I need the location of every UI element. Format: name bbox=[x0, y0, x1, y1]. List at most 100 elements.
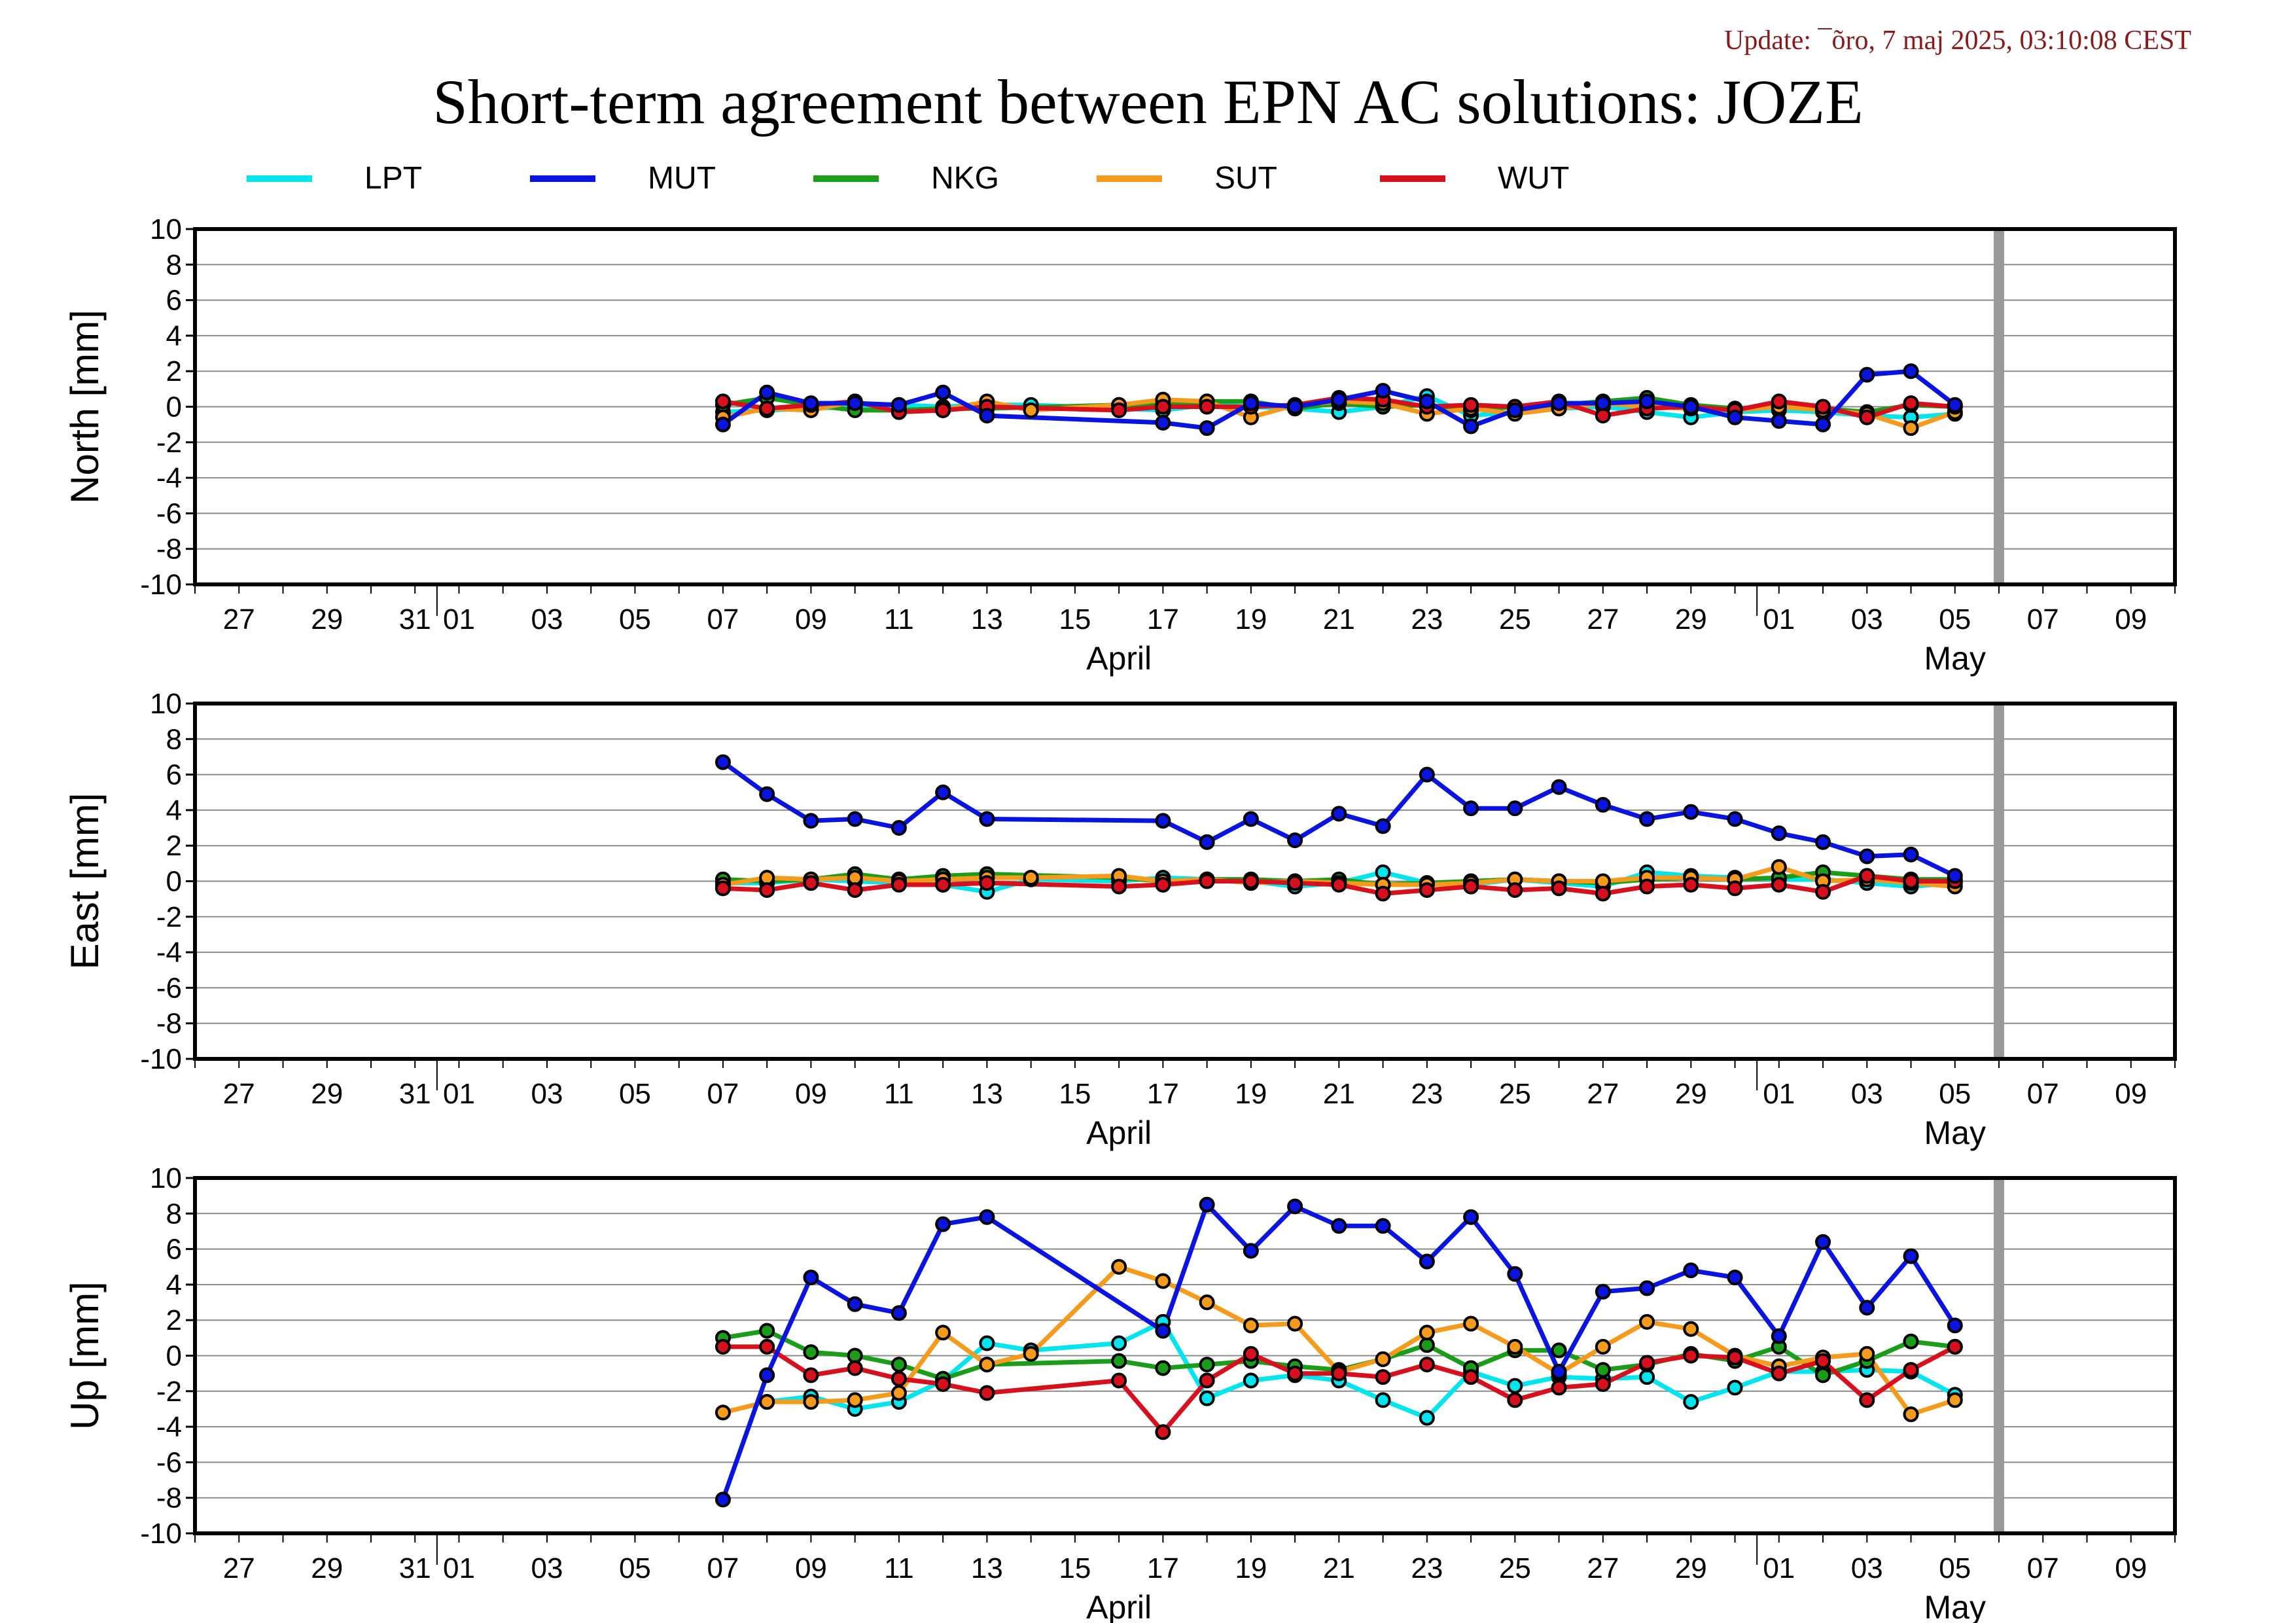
x-tick-label: 09 bbox=[795, 603, 827, 635]
data-point-mut bbox=[1815, 834, 1831, 850]
y-tick-label: -4 bbox=[156, 462, 182, 494]
legend-item-nkg: NKG bbox=[813, 160, 999, 196]
data-point-wut bbox=[1155, 1424, 1171, 1440]
data-point-sut bbox=[1903, 1406, 1919, 1423]
data-point-wut bbox=[1331, 876, 1347, 893]
y-tick-label: 2 bbox=[166, 1304, 182, 1336]
data-point-sut bbox=[1111, 1258, 1127, 1275]
y-tick-label: -6 bbox=[156, 1446, 182, 1478]
data-point-sut bbox=[1375, 1351, 1391, 1367]
data-point-nkg bbox=[1199, 1357, 1215, 1373]
data-point-lpt bbox=[1199, 1390, 1215, 1406]
x-tick-label: 11 bbox=[884, 1078, 914, 1110]
data-point-mut bbox=[1507, 800, 1523, 817]
data-point-mut bbox=[891, 820, 907, 836]
data-point-lpt bbox=[1375, 1392, 1391, 1408]
x-tick-label: 09 bbox=[795, 1552, 827, 1584]
data-point-wut bbox=[1771, 1365, 1787, 1382]
data-point-nkg bbox=[1419, 1337, 1435, 1353]
data-point-sut bbox=[759, 870, 775, 886]
data-point-sut bbox=[1287, 1315, 1303, 1332]
data-point-wut bbox=[1507, 1392, 1523, 1408]
data-point-mut bbox=[1683, 804, 1699, 820]
data-point-lpt bbox=[1419, 1410, 1435, 1426]
data-point-sut bbox=[1903, 420, 1919, 437]
data-point-wut bbox=[1287, 875, 1303, 891]
x-tick-label: 03 bbox=[531, 1552, 563, 1584]
y-tick-label: -2 bbox=[156, 427, 182, 459]
plot-frame bbox=[193, 1176, 2177, 1535]
month-label: May bbox=[1924, 1589, 1986, 1623]
legend-item-lpt: LPT bbox=[247, 160, 422, 196]
x-tick-label: 29 bbox=[311, 603, 343, 635]
data-point-mut bbox=[1463, 800, 1479, 817]
legend-label-lpt: LPT bbox=[364, 161, 423, 196]
data-point-sut bbox=[803, 1394, 819, 1410]
data-point-wut bbox=[1595, 885, 1611, 902]
data-point-mut bbox=[1155, 813, 1171, 829]
y-tick-label: 10 bbox=[150, 688, 182, 720]
data-point-wut bbox=[1683, 1347, 1699, 1364]
data-point-mut bbox=[1859, 1300, 1875, 1316]
data-point-wut bbox=[1375, 1369, 1391, 1385]
data-point-lpt bbox=[1375, 864, 1391, 880]
x-tick-label: 15 bbox=[1059, 1552, 1091, 1584]
data-point-lpt bbox=[1111, 1335, 1127, 1351]
data-point-mut bbox=[1595, 796, 1611, 813]
y-tick-label: -8 bbox=[156, 1482, 182, 1514]
data-point-lpt bbox=[1507, 1378, 1523, 1394]
y-tick-label: -10 bbox=[140, 1518, 182, 1550]
data-point-mut bbox=[1903, 363, 1919, 380]
series-line-wut bbox=[722, 1344, 1956, 1435]
x-tick-label: 27 bbox=[1587, 1552, 1619, 1584]
data-point-wut bbox=[759, 401, 775, 417]
month-label: May bbox=[1924, 640, 1986, 677]
x-tick-label: 01 bbox=[443, 603, 475, 635]
data-point-mut bbox=[1243, 1243, 1259, 1259]
x-tick-label: 01 bbox=[1763, 1078, 1795, 1110]
data-point-mut bbox=[847, 395, 863, 412]
data-point-mut bbox=[1331, 1218, 1347, 1234]
data-point-mut bbox=[1375, 383, 1391, 399]
data-point-nkg bbox=[759, 1323, 775, 1339]
x-tick-label: 25 bbox=[1499, 1078, 1531, 1110]
data-point-wut bbox=[1111, 402, 1127, 418]
series-line-lpt bbox=[722, 393, 1956, 420]
x-tick-label: 29 bbox=[311, 1078, 343, 1110]
data-point-nkg bbox=[891, 1357, 907, 1373]
x-tick-label: 19 bbox=[1235, 1078, 1267, 1110]
data-point-mut bbox=[1771, 825, 1787, 842]
data-point-wut bbox=[1903, 395, 1919, 412]
data-point-mut bbox=[1243, 395, 1259, 412]
x-tick-label: 03 bbox=[531, 603, 563, 635]
x-tick-label: 29 bbox=[1675, 1552, 1707, 1584]
legend-item-sut: SUT bbox=[1097, 160, 1277, 196]
data-point-nkg bbox=[1595, 1362, 1611, 1378]
data-point-wut bbox=[1903, 1362, 1919, 1378]
data-point-wut bbox=[715, 1338, 731, 1355]
x-tick-label: 27 bbox=[1587, 1078, 1619, 1110]
data-point-wut bbox=[1947, 1338, 1963, 1355]
x-tick-label: 17 bbox=[1147, 603, 1179, 635]
x-tick-label: 05 bbox=[1939, 603, 1971, 635]
x-tick-label: 03 bbox=[1851, 1552, 1883, 1584]
data-point-sut bbox=[1507, 1338, 1523, 1355]
legend-label-wut: WUT bbox=[1498, 161, 1570, 196]
legend-swatch-lpt bbox=[247, 175, 312, 182]
data-point-mut bbox=[1947, 868, 1963, 884]
x-tick-label: 29 bbox=[1675, 603, 1707, 635]
data-point-mut bbox=[1727, 811, 1743, 827]
y-tick-label: 6 bbox=[166, 1234, 182, 1266]
data-point-wut bbox=[1815, 1353, 1831, 1369]
data-point-mut bbox=[715, 754, 731, 770]
y-tick-label: -4 bbox=[156, 1411, 182, 1443]
data-point-wut bbox=[935, 876, 951, 893]
y-tick-label: 8 bbox=[166, 1198, 182, 1230]
x-tick-label: 31 bbox=[399, 1078, 431, 1110]
data-point-mut bbox=[935, 784, 951, 800]
data-point-mut bbox=[1903, 1248, 1919, 1264]
data-point-wut bbox=[1375, 885, 1391, 902]
y-tick-label: 0 bbox=[166, 1340, 182, 1372]
data-point-wut bbox=[1331, 1365, 1347, 1382]
data-point-sut bbox=[1023, 870, 1039, 886]
